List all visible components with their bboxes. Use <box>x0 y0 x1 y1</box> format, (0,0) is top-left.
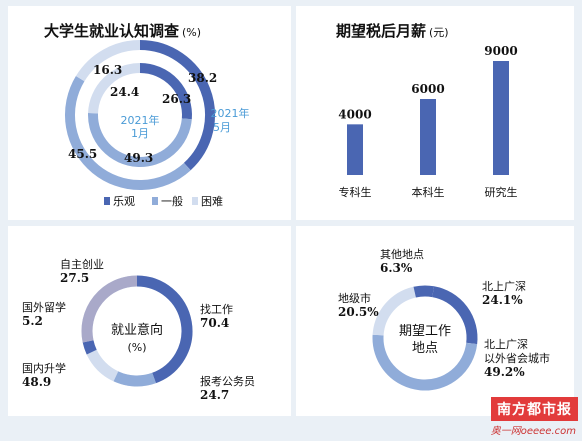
employment-name-1: 报考公务员 <box>200 374 255 388</box>
employment-slice-startup <box>81 275 138 343</box>
salary-category-0: 专科生 <box>339 185 372 199</box>
employment-value-4: 27.5 <box>60 271 89 285</box>
location-name-0-0: 北上广深 <box>482 280 526 293</box>
salary-category-2: 研究生 <box>485 185 518 199</box>
inner-ring-year: 2021年 <box>121 113 160 127</box>
location-slice-1 <box>372 334 478 391</box>
employment-slice-abroad <box>82 340 97 355</box>
survey-inner-slice-0 <box>139 63 192 120</box>
newspaper-logo: 南方都市报 <box>491 397 578 421</box>
salary-bar-0 <box>347 124 363 175</box>
survey-outer-slice-1 <box>65 76 191 190</box>
legend-label-1: 一般 <box>161 195 183 208</box>
outer-ring-month: 5月 <box>213 121 231 134</box>
employment-slice-job <box>136 275 193 384</box>
location-name-3-0: 其他地点 <box>380 248 424 261</box>
location-name-1-1: 以外省会城市 <box>484 351 550 365</box>
location-slice-3 <box>413 285 435 298</box>
legend-swatch-1 <box>152 197 158 205</box>
survey-outer-label-difficult: 16.3 <box>93 63 122 77</box>
employment-center-title: 就业意向 <box>111 322 163 338</box>
salary-bar-1 <box>420 99 436 175</box>
survey-outer-label-optimistic: 38.2 <box>188 71 217 85</box>
survey-outer-slice-0 <box>139 40 215 171</box>
salary-value-1: 6000 <box>411 82 444 96</box>
employment-slice-domestic <box>86 349 119 382</box>
employment-center-unit: (%) <box>127 341 146 354</box>
legend-swatch-2 <box>192 197 198 205</box>
salary-value-2: 9000 <box>484 44 517 58</box>
location-name-2-0: 地级市 <box>338 291 371 305</box>
survey-inner-label-optimistic: 26.3 <box>162 92 191 106</box>
location-value-0: 24.1% <box>482 293 523 307</box>
survey-inner-slice-2 <box>88 63 141 114</box>
salary-bar-2 <box>493 61 509 175</box>
survey-title: 大学生就业认知调查 (%) <box>44 22 202 40</box>
salary-title: 期望税后月薪 (元) <box>336 22 449 40</box>
employment-value-1: 24.7 <box>200 388 229 402</box>
salary-category-1: 本科生 <box>412 185 445 199</box>
inner-ring-month: 1月 <box>131 127 149 140</box>
site-watermark: 奥一网oeeee.com <box>490 426 576 437</box>
survey-outer-label-neutral: 45.5 <box>68 147 97 161</box>
outer-ring-year: 2021年 <box>211 106 250 120</box>
location-value-2: 20.5% <box>338 305 379 319</box>
survey-inner-label-difficult: 24.4 <box>110 85 139 99</box>
location-center-title: 期望工作 <box>399 323 451 339</box>
salary-value-0: 4000 <box>338 107 371 121</box>
employment-value-3: 5.2 <box>22 314 43 328</box>
employment-name-2: 国内升学 <box>22 361 66 375</box>
employment-value-2: 48.9 <box>22 375 51 389</box>
location-center-sub: 地点 <box>412 341 438 356</box>
survey-outer-slice-2 <box>75 40 141 82</box>
employment-name-3: 国外留学 <box>22 300 66 314</box>
employment-value-0: 70.4 <box>200 316 229 330</box>
legend-label-2: 困难 <box>201 195 223 208</box>
employment-name-0: 找工作 <box>200 302 233 316</box>
location-name-1-0: 北上广深 <box>484 338 528 351</box>
location-value-3: 6.3% <box>380 261 413 275</box>
survey-inner-label-neutral: 49.3 <box>124 151 153 165</box>
location-slice-0 <box>431 286 478 345</box>
location-value-1: 49.2% <box>484 365 525 379</box>
legend-label-0: 乐观 <box>113 195 135 208</box>
legend-swatch-0 <box>104 197 110 205</box>
employment-name-4: 自主创业 <box>60 258 104 271</box>
survey-inner-slice-1 <box>88 113 192 167</box>
employment-slice-civil <box>113 371 156 387</box>
location-slice-2 <box>372 286 417 336</box>
